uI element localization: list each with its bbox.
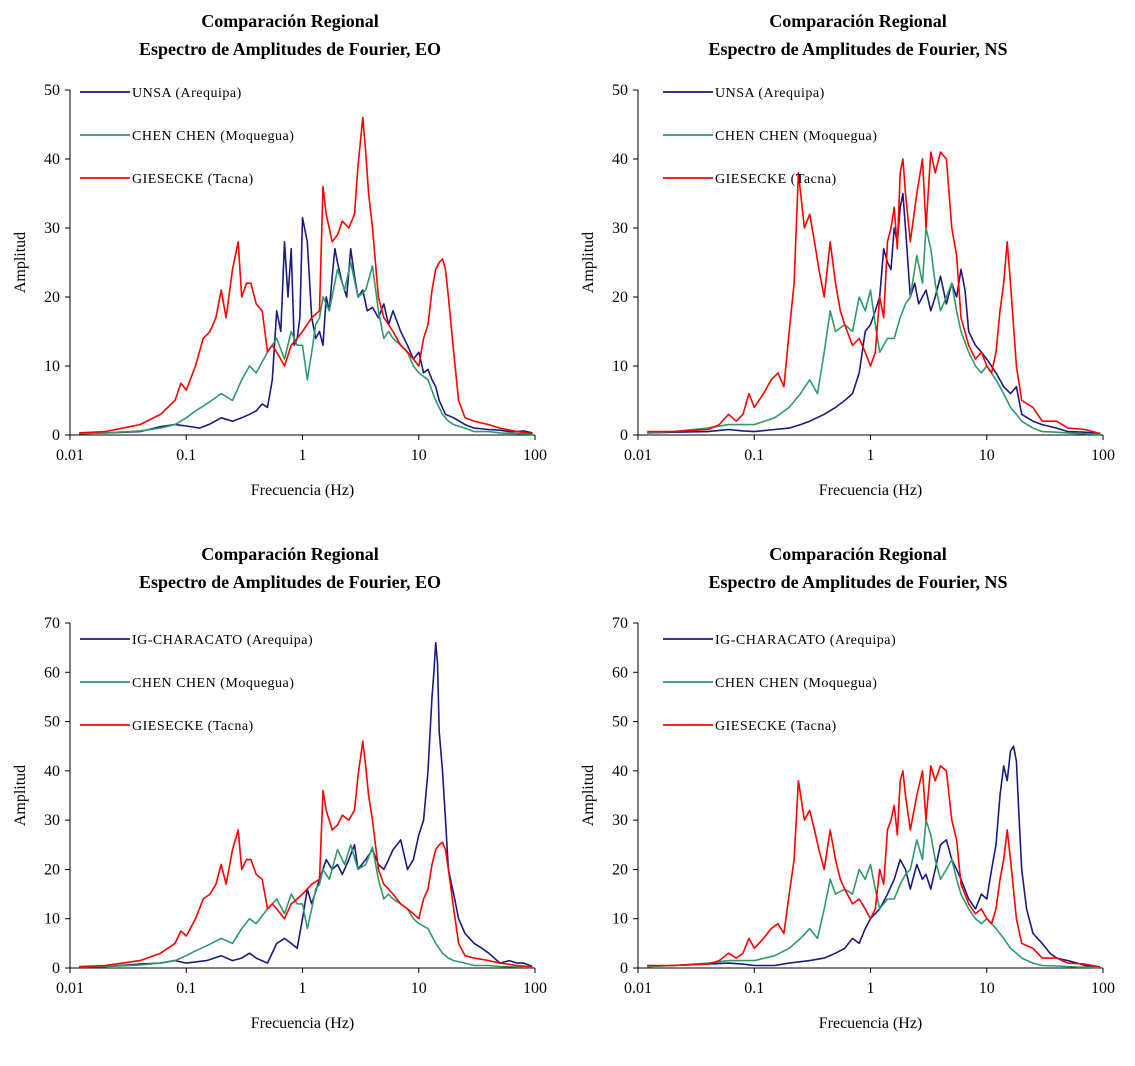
- y-tick-label: 20: [612, 861, 628, 878]
- y-tick-label: 20: [612, 289, 628, 306]
- x-tick-label: 10: [979, 447, 995, 464]
- y-tick-label: 50: [612, 82, 628, 99]
- x-tick-label: 100: [1091, 980, 1115, 997]
- y-tick-label: 40: [44, 763, 60, 780]
- legend-label: CHEN CHEN (Moquegua): [715, 676, 877, 691]
- series-line: [647, 227, 1101, 436]
- y-tick-label: 0: [52, 960, 60, 977]
- legend-label: GIESECKE (Tacna): [132, 172, 254, 187]
- series-line: [79, 843, 533, 969]
- series-line: [647, 151, 1101, 435]
- y-tick-label: 0: [620, 427, 628, 444]
- y-tick-label: 30: [612, 220, 628, 237]
- x-tick-label: 1: [867, 447, 875, 464]
- chart-title: Comparación Regional: [769, 544, 947, 564]
- legend-label: GIESECKE (Tacna): [132, 719, 254, 734]
- y-tick-label: 50: [44, 82, 60, 99]
- x-tick-label: 1: [299, 980, 307, 997]
- x-tick-label: 100: [523, 447, 547, 464]
- y-tick-label: 0: [620, 960, 628, 977]
- y-tick-label: 50: [44, 714, 60, 731]
- x-tick-label: 0.01: [624, 980, 652, 997]
- chart-eo-top: Comparación Regional Espectro de Amplitud…: [0, 0, 567, 533]
- x-tick-label: 1: [299, 447, 307, 464]
- y-tick-label: 70: [44, 615, 60, 632]
- x-tick-label: 10: [411, 447, 427, 464]
- legend-label: UNSA (Arequipa): [715, 86, 825, 101]
- y-tick-label: 40: [44, 151, 60, 168]
- legend-label: UNSA (Arequipa): [132, 86, 242, 101]
- x-axis-label: Frecuencia (Hz): [251, 1015, 355, 1032]
- chart-ns-top: Comparación Regional Espectro de Amplitud…: [568, 0, 1135, 533]
- y-tick-label: 60: [612, 664, 628, 681]
- y-tick-label: 10: [612, 358, 628, 375]
- series-line: [79, 216, 533, 435]
- y-tick-label: 40: [612, 151, 628, 168]
- x-tick-label: 1: [867, 980, 875, 997]
- x-tick-label: 0.1: [176, 980, 196, 997]
- chart-ns-bottom: Comparación Regional Espectro de Amplitud…: [568, 533, 1135, 1066]
- y-tick-label: 50: [612, 714, 628, 731]
- x-tick-label: 0.1: [744, 447, 764, 464]
- y-tick-label: 60: [44, 664, 60, 681]
- x-tick-label: 0.01: [56, 447, 84, 464]
- y-tick-label: 30: [44, 220, 60, 237]
- y-tick-label: 20: [44, 289, 60, 306]
- y-tick-label: 10: [44, 911, 60, 928]
- legend-label: IG-CHARACATO (Arequipa): [715, 633, 896, 648]
- legend-label: CHEN CHEN (Moquegua): [132, 676, 294, 691]
- x-axis-label: Frecuencia (Hz): [819, 482, 923, 499]
- chart-svg: Comparación Regional Espectro de Amplitud…: [580, 11, 1115, 499]
- y-tick-label: 70: [612, 615, 628, 632]
- series-line: [647, 192, 1101, 435]
- chart-svg: Comparación Regional Espectro de Amplitud…: [580, 544, 1115, 1032]
- chart-svg: Comparación Regional Espectro de Amplitud…: [12, 11, 547, 499]
- x-tick-label: 10: [411, 980, 427, 997]
- series-line: [647, 765, 1101, 968]
- y-tick-label: 0: [52, 427, 60, 444]
- legend-label: CHEN CHEN (Moquegua): [715, 129, 877, 144]
- legend-label: CHEN CHEN (Moquegua): [132, 129, 294, 144]
- x-tick-label: 0.01: [56, 980, 84, 997]
- chart-title: Comparación Regional: [201, 544, 379, 564]
- chart-svg: Comparación Regional Espectro de Amplitud…: [12, 544, 547, 1032]
- legend-label: GIESECKE (Tacna): [715, 719, 837, 734]
- series-line: [647, 819, 1101, 969]
- x-tick-label: 0.1: [176, 447, 196, 464]
- series-line: [79, 116, 533, 435]
- x-tick-label: 0.1: [744, 980, 764, 997]
- series-line: [79, 740, 533, 968]
- y-tick-label: 20: [44, 861, 60, 878]
- legend-label: IG-CHARACATO (Arequipa): [132, 633, 313, 648]
- y-axis-label: Amplitud: [12, 232, 29, 293]
- x-axis-label: Frecuencia (Hz): [819, 1015, 923, 1032]
- series-line: [79, 261, 533, 436]
- y-axis-label: Amplitud: [580, 765, 597, 826]
- x-tick-label: 100: [523, 980, 547, 997]
- y-axis-label: Amplitud: [12, 765, 29, 826]
- y-tick-label: 10: [44, 358, 60, 375]
- chart-eo-bottom: Comparación Regional Espectro de Amplitud…: [0, 533, 567, 1066]
- y-tick-label: 30: [612, 812, 628, 829]
- chart-title: Comparación Regional: [769, 11, 947, 31]
- x-axis-label: Frecuencia (Hz): [251, 482, 355, 499]
- series-line: [647, 745, 1101, 968]
- legend-label: GIESECKE (Tacna): [715, 172, 837, 187]
- chart-subtitle: Espectro de Amplitudes de Fourier, EO: [139, 39, 441, 59]
- y-tick-label: 10: [612, 911, 628, 928]
- chart-subtitle: Espectro de Amplitudes de Fourier, NS: [708, 572, 1007, 592]
- x-tick-label: 0.01: [624, 447, 652, 464]
- y-tick-label: 30: [44, 812, 60, 829]
- y-tick-label: 40: [612, 763, 628, 780]
- x-tick-label: 10: [979, 980, 995, 997]
- y-axis-label: Amplitud: [580, 232, 597, 293]
- x-tick-label: 100: [1091, 447, 1115, 464]
- chart-subtitle: Espectro de Amplitudes de Fourier, EO: [139, 572, 441, 592]
- chart-subtitle: Espectro de Amplitudes de Fourier, NS: [708, 39, 1007, 59]
- chart-title: Comparación Regional: [201, 11, 379, 31]
